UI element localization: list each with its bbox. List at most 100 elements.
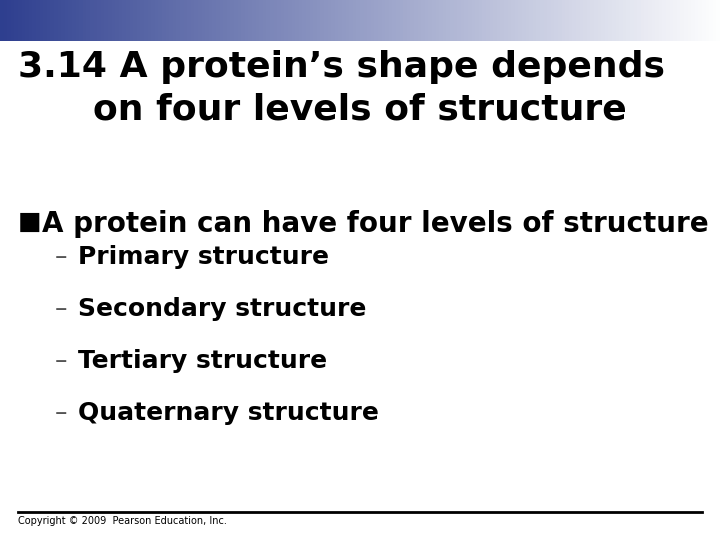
Bar — [173, 0, 176, 40]
Text: Quaternary structure: Quaternary structure — [78, 401, 379, 425]
Bar — [637, 0, 641, 40]
Bar — [151, 0, 155, 40]
Bar — [7, 0, 11, 40]
Bar — [554, 0, 558, 40]
Bar — [374, 0, 378, 40]
Bar — [713, 0, 716, 40]
Bar — [702, 0, 706, 40]
Bar — [263, 0, 266, 40]
Bar — [619, 0, 623, 40]
Bar — [104, 0, 108, 40]
Bar — [565, 0, 569, 40]
Bar — [583, 0, 587, 40]
Bar — [684, 0, 688, 40]
Bar — [29, 0, 32, 40]
Bar — [256, 0, 259, 40]
Bar — [162, 0, 166, 40]
Bar — [490, 0, 493, 40]
Bar — [349, 0, 353, 40]
Bar — [277, 0, 281, 40]
Bar — [652, 0, 655, 40]
Bar — [360, 0, 364, 40]
Bar — [97, 0, 101, 40]
Bar — [558, 0, 562, 40]
Bar — [364, 0, 367, 40]
Bar — [115, 0, 119, 40]
Bar — [112, 0, 115, 40]
Text: Copyright © 2009  Pearson Education, Inc.: Copyright © 2009 Pearson Education, Inc. — [18, 516, 227, 526]
Bar — [709, 0, 713, 40]
Bar — [94, 0, 97, 40]
Bar — [598, 0, 601, 40]
Bar — [191, 0, 194, 40]
Bar — [295, 0, 299, 40]
Bar — [58, 0, 61, 40]
Bar — [83, 0, 86, 40]
Bar — [403, 0, 407, 40]
Bar — [223, 0, 227, 40]
Bar — [414, 0, 418, 40]
Bar — [22, 0, 25, 40]
Bar — [716, 0, 720, 40]
Bar — [698, 0, 702, 40]
Text: –: – — [55, 297, 68, 321]
Bar — [580, 0, 583, 40]
Bar — [230, 0, 234, 40]
Bar — [410, 0, 414, 40]
Bar — [616, 0, 619, 40]
Bar — [346, 0, 349, 40]
Bar — [407, 0, 410, 40]
Bar — [418, 0, 421, 40]
Bar — [482, 0, 486, 40]
Bar — [691, 0, 695, 40]
Bar — [72, 0, 76, 40]
Bar — [367, 0, 371, 40]
Bar — [432, 0, 436, 40]
Bar — [302, 0, 306, 40]
Bar — [572, 0, 576, 40]
Bar — [626, 0, 630, 40]
Bar — [241, 0, 245, 40]
Bar — [454, 0, 457, 40]
Bar — [500, 0, 504, 40]
Bar — [511, 0, 515, 40]
Bar — [194, 0, 198, 40]
Bar — [436, 0, 439, 40]
Bar — [68, 0, 72, 40]
Text: –: – — [55, 349, 68, 373]
Bar — [623, 0, 626, 40]
Bar — [176, 0, 180, 40]
Bar — [187, 0, 191, 40]
Bar — [169, 0, 173, 40]
Bar — [137, 0, 140, 40]
Bar — [342, 0, 346, 40]
Bar — [216, 0, 220, 40]
Bar — [450, 0, 454, 40]
Text: Secondary structure: Secondary structure — [78, 297, 366, 321]
Text: ■: ■ — [18, 210, 42, 234]
Bar — [443, 0, 446, 40]
Bar — [328, 0, 331, 40]
Bar — [601, 0, 605, 40]
Bar — [14, 0, 18, 40]
Bar — [464, 0, 468, 40]
Bar — [180, 0, 184, 40]
Bar — [274, 0, 277, 40]
Bar — [400, 0, 403, 40]
Bar — [335, 0, 338, 40]
Bar — [40, 0, 43, 40]
Bar — [148, 0, 151, 40]
Bar — [317, 0, 320, 40]
Bar — [238, 0, 241, 40]
Bar — [594, 0, 598, 40]
Bar — [119, 0, 122, 40]
Bar — [461, 0, 464, 40]
Text: A protein can have four levels of structure: A protein can have four levels of struct… — [42, 210, 708, 238]
Bar — [79, 0, 83, 40]
Bar — [634, 0, 637, 40]
Bar — [54, 0, 58, 40]
Bar — [590, 0, 594, 40]
Bar — [641, 0, 644, 40]
Bar — [198, 0, 202, 40]
Bar — [706, 0, 709, 40]
